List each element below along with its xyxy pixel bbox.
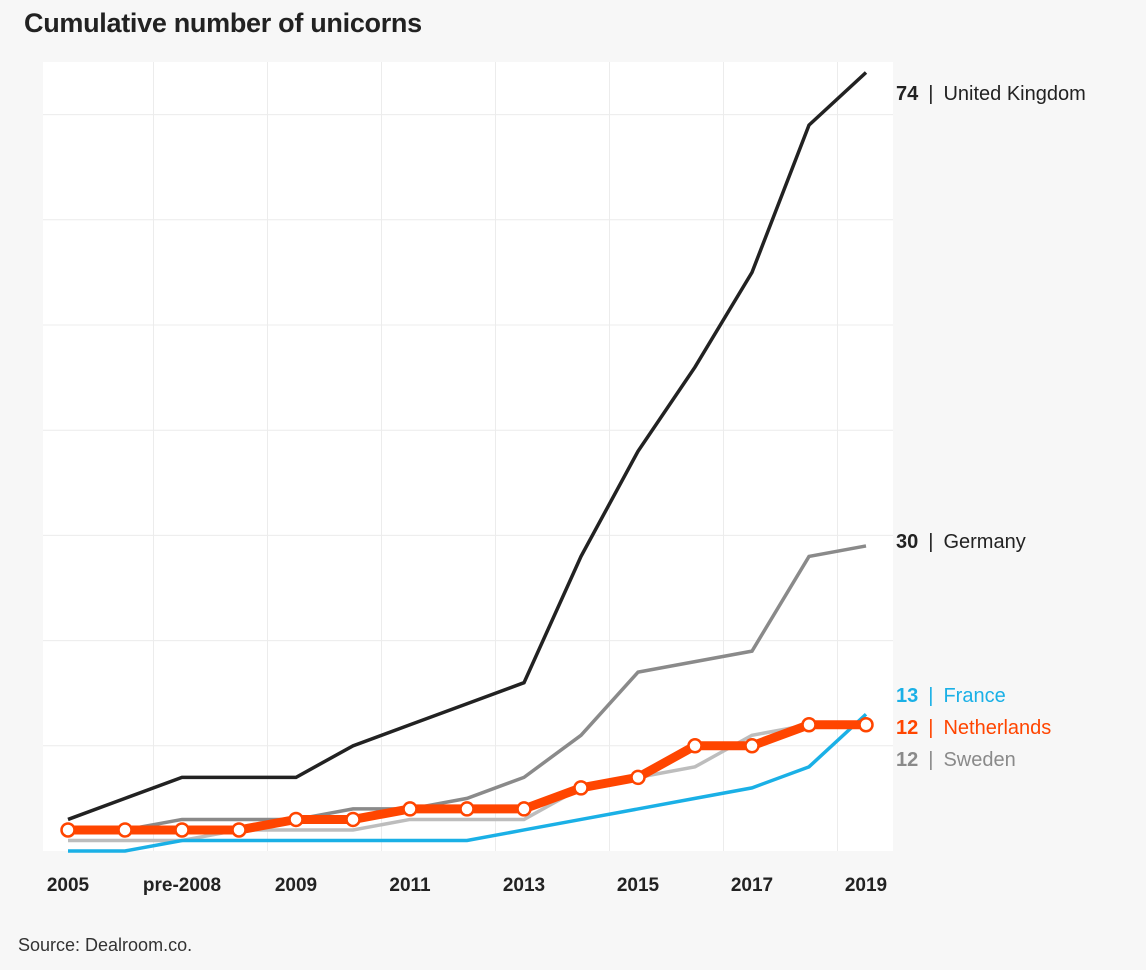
end-label-name: Germany — [943, 531, 1025, 553]
end-label-name: United Kingdom — [943, 83, 1085, 105]
series-germany — [68, 544, 867, 832]
data-point-netherlands — [744, 738, 760, 754]
end-label-separator: | — [928, 685, 933, 707]
x-tick-label: 2015 — [617, 875, 660, 896]
end-label-france: 13 | France — [896, 685, 1006, 707]
series-line-germany — [68, 544, 867, 832]
x-axis: 2005 pre-2008 2009 2011 2013 2015 2017 2019 — [47, 875, 887, 896]
end-label-separator: | — [928, 717, 933, 739]
data-point-netherlands — [288, 811, 304, 828]
chart-title: Cumulative number of unicorns — [24, 8, 422, 38]
end-label-separator: | — [928, 749, 933, 771]
line-chart: 2005 pre-2008 2009 2011 2013 2015 2017 2019 74 |… — [43, 62, 1086, 896]
data-point-netherlands — [174, 822, 190, 838]
x-tick-label: 2005 — [47, 875, 90, 896]
x-tick-label: 2019 — [845, 875, 887, 896]
end-labels: 74 | United Kingdom 30 | Germany 13 | France 12 | N… — [896, 83, 1086, 771]
series-united-kingdom — [67, 71, 868, 822]
data-point-netherlands — [117, 822, 133, 838]
end-label-sweden: 12 | Sweden — [896, 749, 1016, 771]
source-note: Source: Dealroom.co. — [18, 935, 193, 955]
x-tick-label: pre-2008 — [143, 875, 221, 896]
data-point-netherlands — [801, 717, 817, 733]
end-label-united-kingdom: 74 | United Kingdom — [896, 83, 1086, 105]
end-label-germany: 30 | Germany — [896, 531, 1026, 553]
data-point-netherlands — [573, 780, 589, 796]
end-label-value: 12 — [896, 749, 918, 771]
end-label-name: Netherlands — [943, 717, 1051, 739]
end-label-value: 13 — [896, 685, 918, 707]
end-label-value: 12 — [896, 717, 918, 739]
series-netherlands — [60, 717, 874, 838]
series-line-france — [68, 712, 868, 853]
series-line-united-kingdom — [67, 71, 868, 822]
data-point-netherlands — [516, 801, 532, 817]
end-label-name: Sweden — [943, 749, 1015, 771]
x-tick-label: 2011 — [389, 875, 431, 896]
data-point-netherlands — [402, 801, 418, 817]
data-point-netherlands — [60, 822, 76, 838]
end-label-name: France — [943, 685, 1005, 707]
data-point-netherlands — [858, 717, 874, 733]
data-point-netherlands — [231, 822, 247, 838]
x-tick-label: 2013 — [503, 875, 545, 896]
data-point-netherlands — [687, 738, 703, 754]
series-france — [68, 712, 868, 853]
end-label-value: 74 — [896, 83, 919, 105]
data-point-netherlands — [345, 811, 361, 828]
data-point-netherlands — [459, 801, 475, 817]
end-label-value: 30 — [896, 531, 918, 553]
end-label-netherlands: 12 | Netherlands — [896, 717, 1051, 739]
grid-lines — [43, 62, 893, 851]
data-point-netherlands — [630, 769, 646, 786]
plot-area — [43, 62, 893, 851]
series-lines — [60, 71, 874, 853]
x-tick-label: 2009 — [275, 875, 317, 896]
end-label-separator: | — [928, 83, 933, 105]
end-label-separator: | — [928, 531, 933, 553]
x-tick-label: 2017 — [731, 875, 773, 896]
